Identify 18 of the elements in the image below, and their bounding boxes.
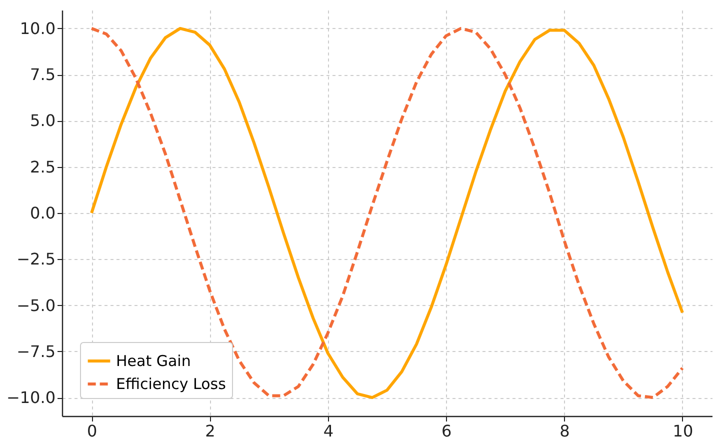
y-tick-label: 7.5: [30, 65, 56, 84]
y-tick-label: 5.0: [30, 111, 56, 130]
y-tick-label: 10.0: [20, 18, 56, 38]
y-tick-label: −7.5: [16, 342, 56, 361]
y-tick-label: 2.5: [30, 157, 56, 176]
x-tick-label: 4: [323, 422, 334, 440]
y-tick-label: −5.0: [16, 296, 56, 315]
y-tick-label: 0.0: [30, 204, 56, 222]
line-series: [90, 26, 684, 400]
legend-label: Efficiency Loss: [116, 375, 226, 393]
x-tick-label: 6: [441, 422, 452, 440]
x-tick-label: 2: [205, 422, 216, 440]
y-tick-label: −10.0: [6, 388, 56, 408]
x-tick-label: 10: [672, 422, 694, 440]
legend-label: Heat Gain: [116, 352, 191, 370]
x-tick-label: 8: [560, 422, 570, 440]
x-tick-label: 0: [86, 422, 98, 440]
y-tick-label: −2.5: [16, 250, 56, 269]
